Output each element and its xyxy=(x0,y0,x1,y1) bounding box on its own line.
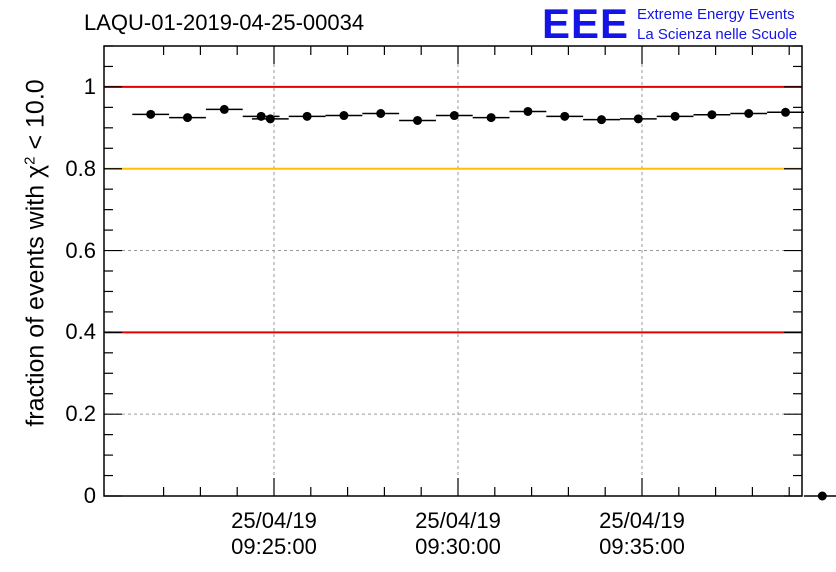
data-point xyxy=(219,104,229,114)
data-point xyxy=(302,111,312,121)
data-point xyxy=(339,111,349,121)
logo-mark: EEE xyxy=(542,0,630,47)
logo-line-2: La Scienza nelle Scuole xyxy=(637,26,798,43)
data-point xyxy=(670,111,680,121)
data-point xyxy=(707,110,717,120)
logo-line-1: Extreme Energy Events xyxy=(637,6,795,23)
y-tick-label: 0 xyxy=(83,483,96,508)
data-point xyxy=(781,107,791,117)
data-point xyxy=(744,109,754,118)
y-tick-label: 0.8 xyxy=(65,155,96,181)
x-tick-label: 25/04/19 09:25:00 xyxy=(204,508,344,560)
data-point xyxy=(265,114,275,124)
y-tick-label: 0.6 xyxy=(65,237,96,263)
x-tick-date: 25/04/19 xyxy=(415,508,501,533)
run-title: LAQU-01-2019-04-25-00034 xyxy=(84,10,365,35)
x-tick-date: 25/04/19 xyxy=(231,508,317,533)
x-tick-time: 09:25:00 xyxy=(231,534,317,559)
data-point xyxy=(817,491,827,501)
data-point xyxy=(633,114,643,124)
data-point xyxy=(523,106,533,116)
data-point xyxy=(413,115,423,125)
x-tick-time: 09:30:00 xyxy=(415,534,501,559)
x-tick-date: 25/04/19 xyxy=(599,508,685,533)
data-point xyxy=(183,113,193,123)
data-point xyxy=(560,111,570,121)
eee-logo: EEE Extreme Energy Events La Scienza nel… xyxy=(542,0,832,47)
x-tick-label: 25/04/19 09:35:00 xyxy=(572,508,712,560)
x-tick-label: 25/04/19 09:30:00 xyxy=(388,508,528,560)
data-point xyxy=(146,109,156,119)
y-tick-label: 0.2 xyxy=(65,401,96,427)
y-tick-label: 1 xyxy=(83,73,96,99)
y-tick-label: 0.4 xyxy=(65,319,96,345)
data-point xyxy=(597,115,607,125)
data-point xyxy=(376,109,386,118)
x-tick-time: 09:35:00 xyxy=(599,534,685,559)
data-point xyxy=(486,113,496,123)
data-point xyxy=(449,111,459,121)
